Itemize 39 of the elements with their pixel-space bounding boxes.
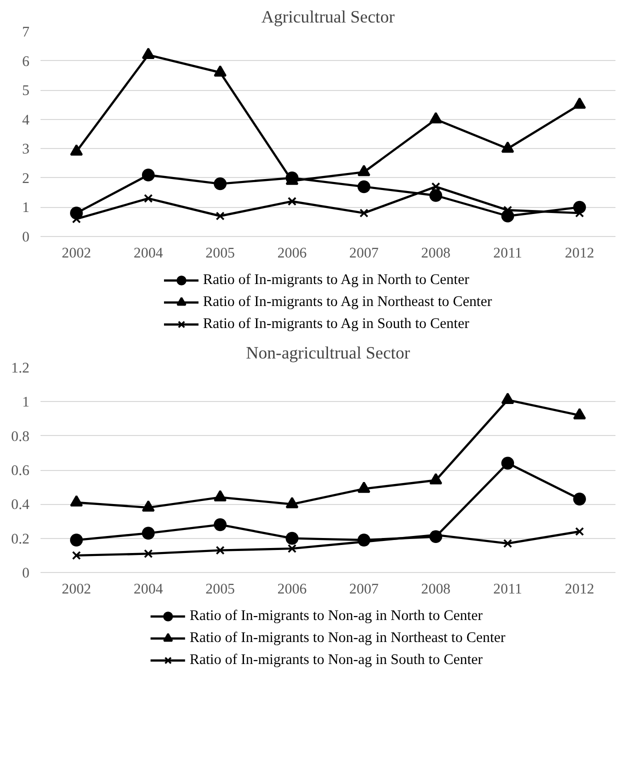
x-tick-label: 2004 xyxy=(134,246,164,262)
y-tick-label: 1.2 xyxy=(11,360,30,376)
y-tick-label: 0 xyxy=(22,566,30,582)
y-tick-label: 2 xyxy=(22,170,30,187)
x-tick-label: 2008 xyxy=(421,246,450,262)
legend-label: Ratio of In-migrants to Non-ag in South to Center xyxy=(190,652,483,668)
x-tick-label: 2011 xyxy=(493,582,522,598)
y-tick-label: 0.2 xyxy=(11,531,30,548)
x-tick-label: 2006 xyxy=(277,582,307,598)
legend-label: Ratio of In-migrants to Ag in North to Center xyxy=(202,272,470,288)
y-tick-label: 1 xyxy=(22,394,30,411)
y-tick-label: 5 xyxy=(22,83,30,100)
y-tick-label: 0.4 xyxy=(11,497,30,514)
y-tick-label: 1 xyxy=(22,200,30,216)
legend-label: Ratio of In-migrants to Non-ag in Northeast to Center xyxy=(190,630,506,646)
legend-label: Ratio of In-migrants to Non-ag in North to Center xyxy=(190,608,483,624)
legend-label: Ratio of In-migrants to Ag in Northeast to Center xyxy=(202,294,492,310)
y-tick-label: 3 xyxy=(22,142,30,158)
x-tick-label: 2007 xyxy=(349,246,379,262)
y-tick-label: 6 xyxy=(22,54,30,70)
y-tick-label: 0.6 xyxy=(11,463,30,479)
x-tick-label: 2007 xyxy=(349,582,379,598)
y-tick-label: 7 xyxy=(22,24,30,40)
x-tick-label: 2012 xyxy=(564,582,594,598)
chart-title: Agricultrual Sector xyxy=(261,8,395,26)
x-tick-label: 2005 xyxy=(206,582,235,598)
y-tick-label: 4 xyxy=(22,112,30,128)
x-tick-label: 2002 xyxy=(62,582,92,598)
chart-title: Non-agricultrual Sector xyxy=(246,344,410,362)
x-tick-label: 2002 xyxy=(62,246,92,262)
x-tick-label: 2011 xyxy=(493,246,522,262)
y-tick-label: 0.8 xyxy=(11,428,30,445)
x-tick-label: 2004 xyxy=(134,582,164,598)
x-tick-label: 2008 xyxy=(421,582,450,598)
x-tick-label: 2012 xyxy=(564,246,594,262)
y-tick-label: 0 xyxy=(22,230,30,246)
legend-label: Ratio of In-migrants to Ag in South to Center xyxy=(202,316,470,332)
x-tick-label: 2006 xyxy=(277,246,307,262)
x-tick-label: 2005 xyxy=(206,246,235,262)
